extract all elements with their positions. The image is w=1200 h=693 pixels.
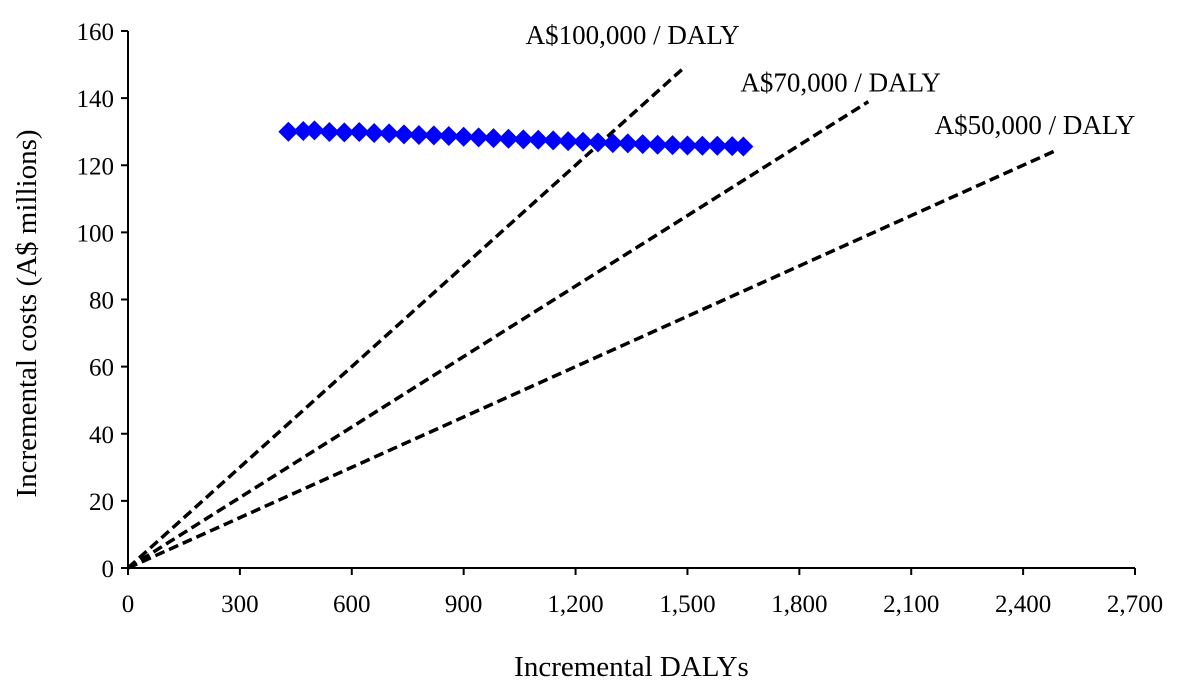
data-point [364,123,385,144]
data-point [662,135,683,156]
y-tick-label: 160 [77,19,115,46]
x-tick-label: 1,200 [547,591,603,618]
data-point [293,121,314,142]
data-point [304,120,325,141]
threshold-label: A$50,000 / DALY [935,110,1136,140]
data-point [379,123,400,144]
data-point [423,125,444,146]
x-tick-label: 300 [221,591,259,618]
threshold-line [127,148,1058,570]
x-tick-label: 600 [333,591,371,618]
data-point [453,126,474,147]
data-point [528,129,549,150]
x-tick-label: 2,700 [1107,591,1163,618]
x-tick-label: 2,100 [883,591,939,618]
data-point [733,136,754,157]
data-point [334,122,355,143]
data-point [692,135,713,156]
data-point [438,126,459,147]
data-point [498,128,519,149]
y-tick-label: 100 [77,220,115,247]
scatter-points [278,120,754,157]
data-point [349,122,370,143]
data-point [278,121,299,142]
threshold-line [126,64,687,570]
threshold-line [127,100,870,570]
data-point [558,131,579,152]
data-point [587,132,608,153]
data-point [602,133,623,154]
y-tick-label: 80 [89,288,114,315]
data-point [647,134,668,155]
threshold-label: A$100,000 / DALY [526,20,740,50]
y-tick-label: 120 [77,153,115,180]
x-tick-label: 0 [122,591,135,618]
y-tick-label: 140 [77,86,115,113]
x-tick-label: 1,500 [659,591,715,618]
data-point [677,135,698,156]
threshold-label: A$70,000 / DALY [740,68,941,98]
axis-ticks: 0 300 600 900 1,200 1,500 1,800 2,100 2,400 2,700… [77,19,1164,618]
y-tick-label: 60 [89,355,114,382]
y-axis-title: Incremental costs (A$ millions) [11,129,43,497]
data-point [319,122,340,143]
data-point [468,127,489,148]
x-tick-label: 2,400 [995,591,1051,618]
threshold-lines [126,64,1058,570]
data-point [513,129,534,150]
x-axis-title: Incremental DALYs [514,651,749,683]
x-tick-label: 1,800 [771,591,827,618]
data-point [393,124,414,145]
data-point [722,136,743,157]
data-point [707,135,728,156]
data-point [617,133,638,154]
y-tick-label: 40 [89,422,114,449]
y-tick-label: 20 [89,489,114,516]
data-point [632,134,653,155]
y-tick-label: 0 [102,556,115,583]
data-point [543,130,564,151]
data-point [573,131,594,152]
data-point [408,125,429,146]
data-point [483,128,504,149]
x-tick-label: 900 [445,591,483,618]
